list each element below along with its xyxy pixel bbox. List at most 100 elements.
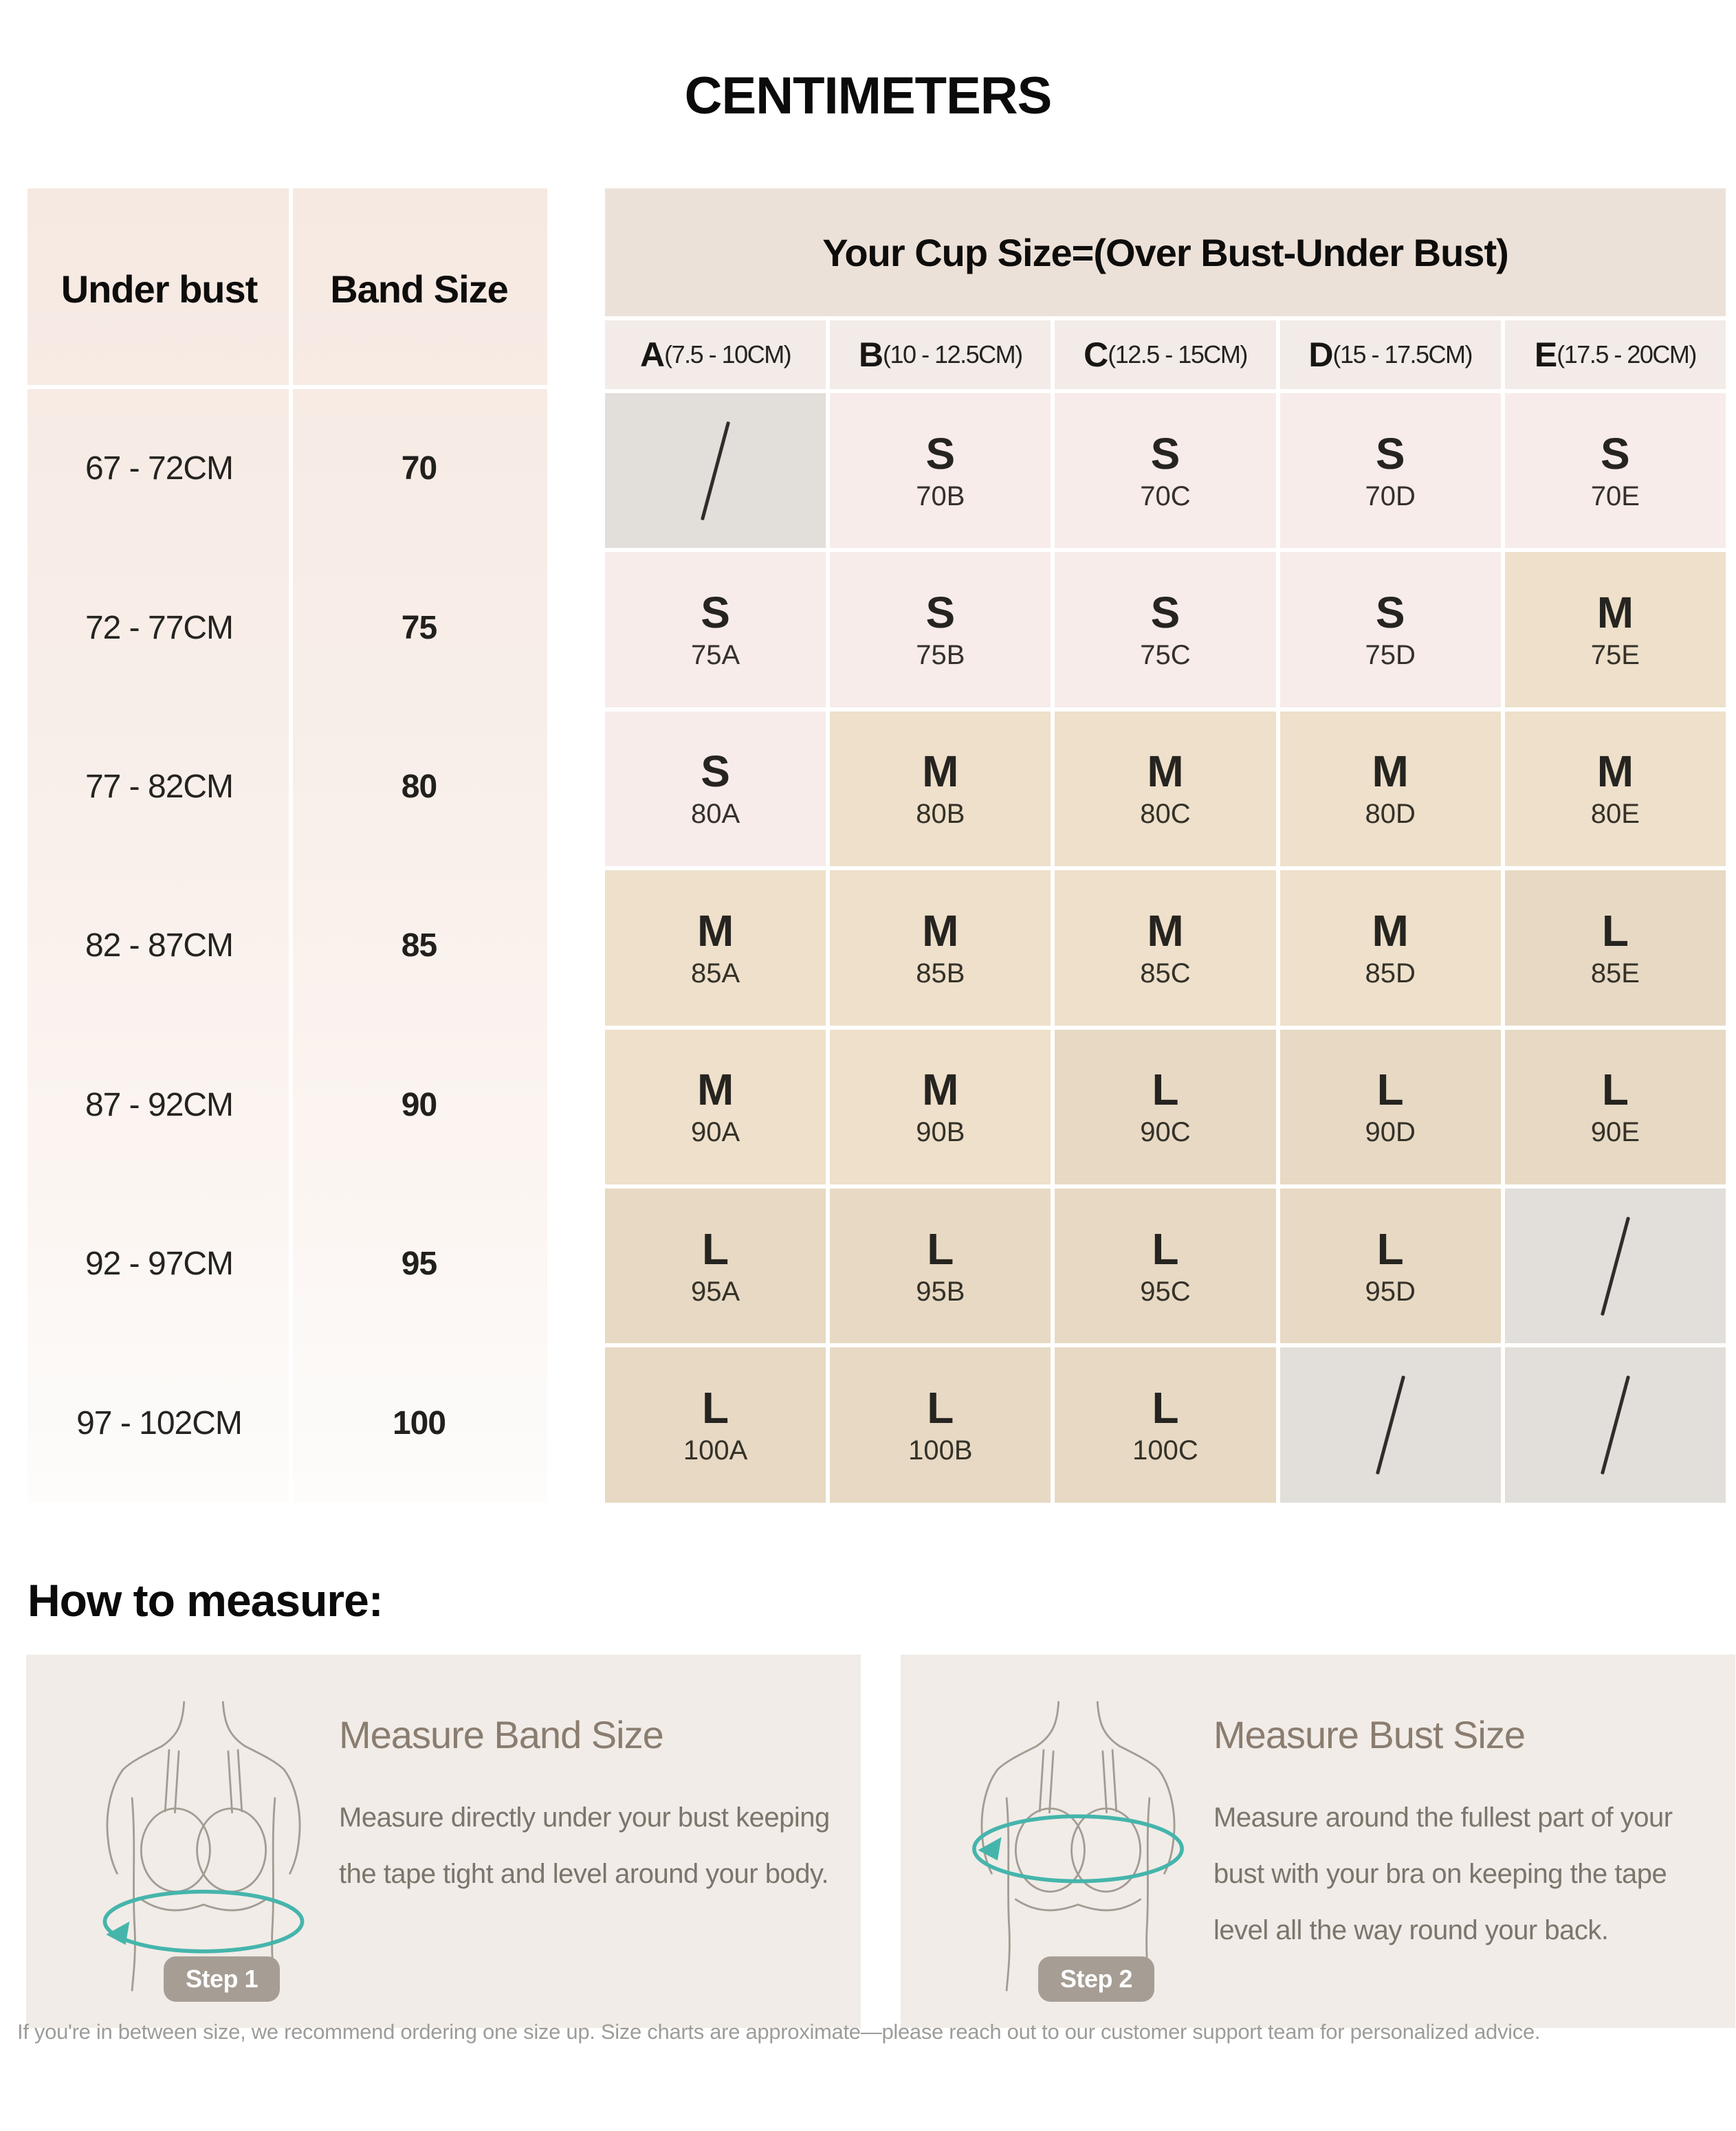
size-code: 90C: [1140, 1117, 1191, 1148]
size-cell: L 95C: [1055, 1188, 1276, 1344]
under-bust-header: Under bust: [61, 267, 259, 311]
cup-column-header: C (12.5 - 15CM): [1055, 320, 1276, 389]
page-title: CENTIMETERS: [684, 67, 1053, 125]
size-cell: L 95A: [605, 1188, 826, 1344]
cup-column-headers: A (7.5 - 10CM) B (10 - 12.5CM) C (12.5 - 15CM…: [605, 320, 1726, 389]
cup-range: (10 - 12.5CM): [883, 340, 1023, 368]
size-cell: M 80B: [830, 711, 1051, 867]
size-cell: L 100B: [830, 1347, 1051, 1503]
band-size-cell: 100: [392, 1404, 446, 1442]
size-code: 100B: [908, 1435, 973, 1466]
size-letter: L: [1152, 1224, 1179, 1274]
cup-size-formula-header: Your Cup Size=(Over Bust-Under Bust): [605, 188, 1726, 316]
size-letter: M: [696, 905, 734, 956]
size-code: 75A: [691, 640, 740, 671]
under-bust-cell: 67 - 72CM: [85, 450, 234, 487]
size-letter: M: [1596, 747, 1634, 797]
size-cell: S 80A: [605, 711, 826, 867]
size-cell: M 90A: [605, 1029, 826, 1184]
size-letter: S: [1150, 588, 1180, 638]
size-cell: M 85C: [1055, 870, 1276, 1026]
size-letter: L: [1601, 905, 1629, 956]
size-letter: L: [927, 1224, 954, 1274]
cup-range: (12.5 - 15CM): [1108, 340, 1248, 368]
not-available-slash: [1600, 1375, 1630, 1475]
size-letter: M: [1147, 747, 1184, 797]
size-code: 85A: [691, 958, 740, 989]
size-cell: [1504, 1188, 1726, 1344]
size-cell: L 95B: [830, 1188, 1051, 1344]
size-letter: M: [1596, 588, 1634, 638]
not-available-slash: [1375, 1375, 1405, 1475]
size-cell: M 80C: [1055, 711, 1276, 867]
size-letter: L: [1601, 1065, 1629, 1115]
cup-size-table: Your Cup Size=(Over Bust-Under Bust) A (7…: [605, 188, 1726, 1503]
band-size-header: Band Size: [330, 267, 509, 311]
size-cell: S 75B: [830, 552, 1051, 707]
size-code: 90B: [916, 1117, 965, 1148]
cup-range: (17.5 - 20CM): [1557, 340, 1697, 368]
tape-arrow-icon: [106, 1921, 130, 1945]
size-code: 90E: [1590, 1117, 1640, 1148]
under-bust-cell: 72 - 77CM: [85, 609, 234, 646]
size-letter: L: [1376, 1065, 1404, 1115]
size-cell: M 80E: [1504, 711, 1726, 867]
size-cell: S 70C: [1055, 393, 1276, 549]
measure-band-title: Measure Band Size: [339, 1713, 664, 1756]
step-1-badge: Step 1: [164, 1956, 281, 2002]
size-letter: L: [702, 1383, 729, 1433]
size-letter: S: [1601, 428, 1630, 478]
measure-band-card: Measure Band Size Measure directly under…: [26, 1655, 861, 2028]
size-letter: S: [925, 428, 956, 478]
size-code: 95C: [1140, 1276, 1191, 1307]
size-letter: S: [1150, 428, 1180, 478]
size-code: 100C: [1132, 1435, 1198, 1466]
size-code: 80D: [1365, 799, 1416, 830]
size-letter: M: [922, 747, 959, 797]
size-letter: L: [1152, 1065, 1179, 1115]
size-code: 70D: [1365, 481, 1416, 511]
band-size-cell: 75: [401, 609, 437, 646]
not-available-slash: [1600, 1216, 1630, 1316]
cup-size-grid: S 70B S 70C S 70D S 70E S 75A S 75B S 75C S 75D M 75E S 80A…: [605, 393, 1726, 1503]
size-code: 75C: [1140, 640, 1191, 671]
size-cell: L 90C: [1055, 1029, 1276, 1184]
cup-range: (7.5 - 10CM): [664, 340, 792, 368]
cup-letter: C: [1084, 335, 1108, 374]
size-cell: M 85D: [1279, 870, 1501, 1026]
bra-bust-illustration: [972, 1701, 1184, 1991]
band-size-cell: 95: [401, 1246, 437, 1283]
size-cell: L 100A: [605, 1347, 826, 1503]
size-letter: L: [702, 1224, 729, 1274]
cup-letter: B: [858, 335, 883, 374]
size-letter: S: [1375, 588, 1405, 638]
cup-column-header: A (7.5 - 10CM): [605, 320, 826, 389]
size-cell: S 75A: [605, 552, 826, 707]
column-divider: [289, 188, 293, 1503]
size-code: 80B: [916, 799, 965, 830]
size-code: 85C: [1140, 958, 1191, 989]
size-letter: M: [696, 1065, 734, 1115]
cup-letter: A: [640, 335, 665, 374]
size-letter: M: [1372, 905, 1409, 956]
size-code: 70E: [1590, 481, 1640, 511]
size-letter: S: [1375, 428, 1405, 478]
size-code: 80C: [1140, 799, 1191, 830]
size-code: 75D: [1365, 640, 1416, 671]
size-cell: L 90D: [1279, 1029, 1501, 1184]
size-letter: S: [925, 588, 956, 638]
measure-band-instructions: Measure directly under your bust keeping…: [339, 1802, 830, 1889]
under-bust-cell: 77 - 82CM: [85, 768, 234, 805]
cup-letter: D: [1308, 335, 1333, 374]
measure-bust-instructions: Measure around the fullest part of your …: [1213, 1802, 1673, 1945]
under-bust-cell: 82 - 87CM: [85, 927, 234, 964]
under-bust-cell: 87 - 92CM: [85, 1086, 234, 1123]
step-2-badge: Step 2: [1038, 1956, 1155, 2002]
cup-column-header: D (15 - 17.5CM): [1279, 320, 1501, 389]
size-letter: M: [922, 1065, 959, 1115]
size-code: 75B: [916, 640, 965, 671]
size-code: 90A: [691, 1117, 740, 1148]
size-cell: S 75C: [1055, 552, 1276, 707]
size-cell: [1279, 1347, 1501, 1503]
